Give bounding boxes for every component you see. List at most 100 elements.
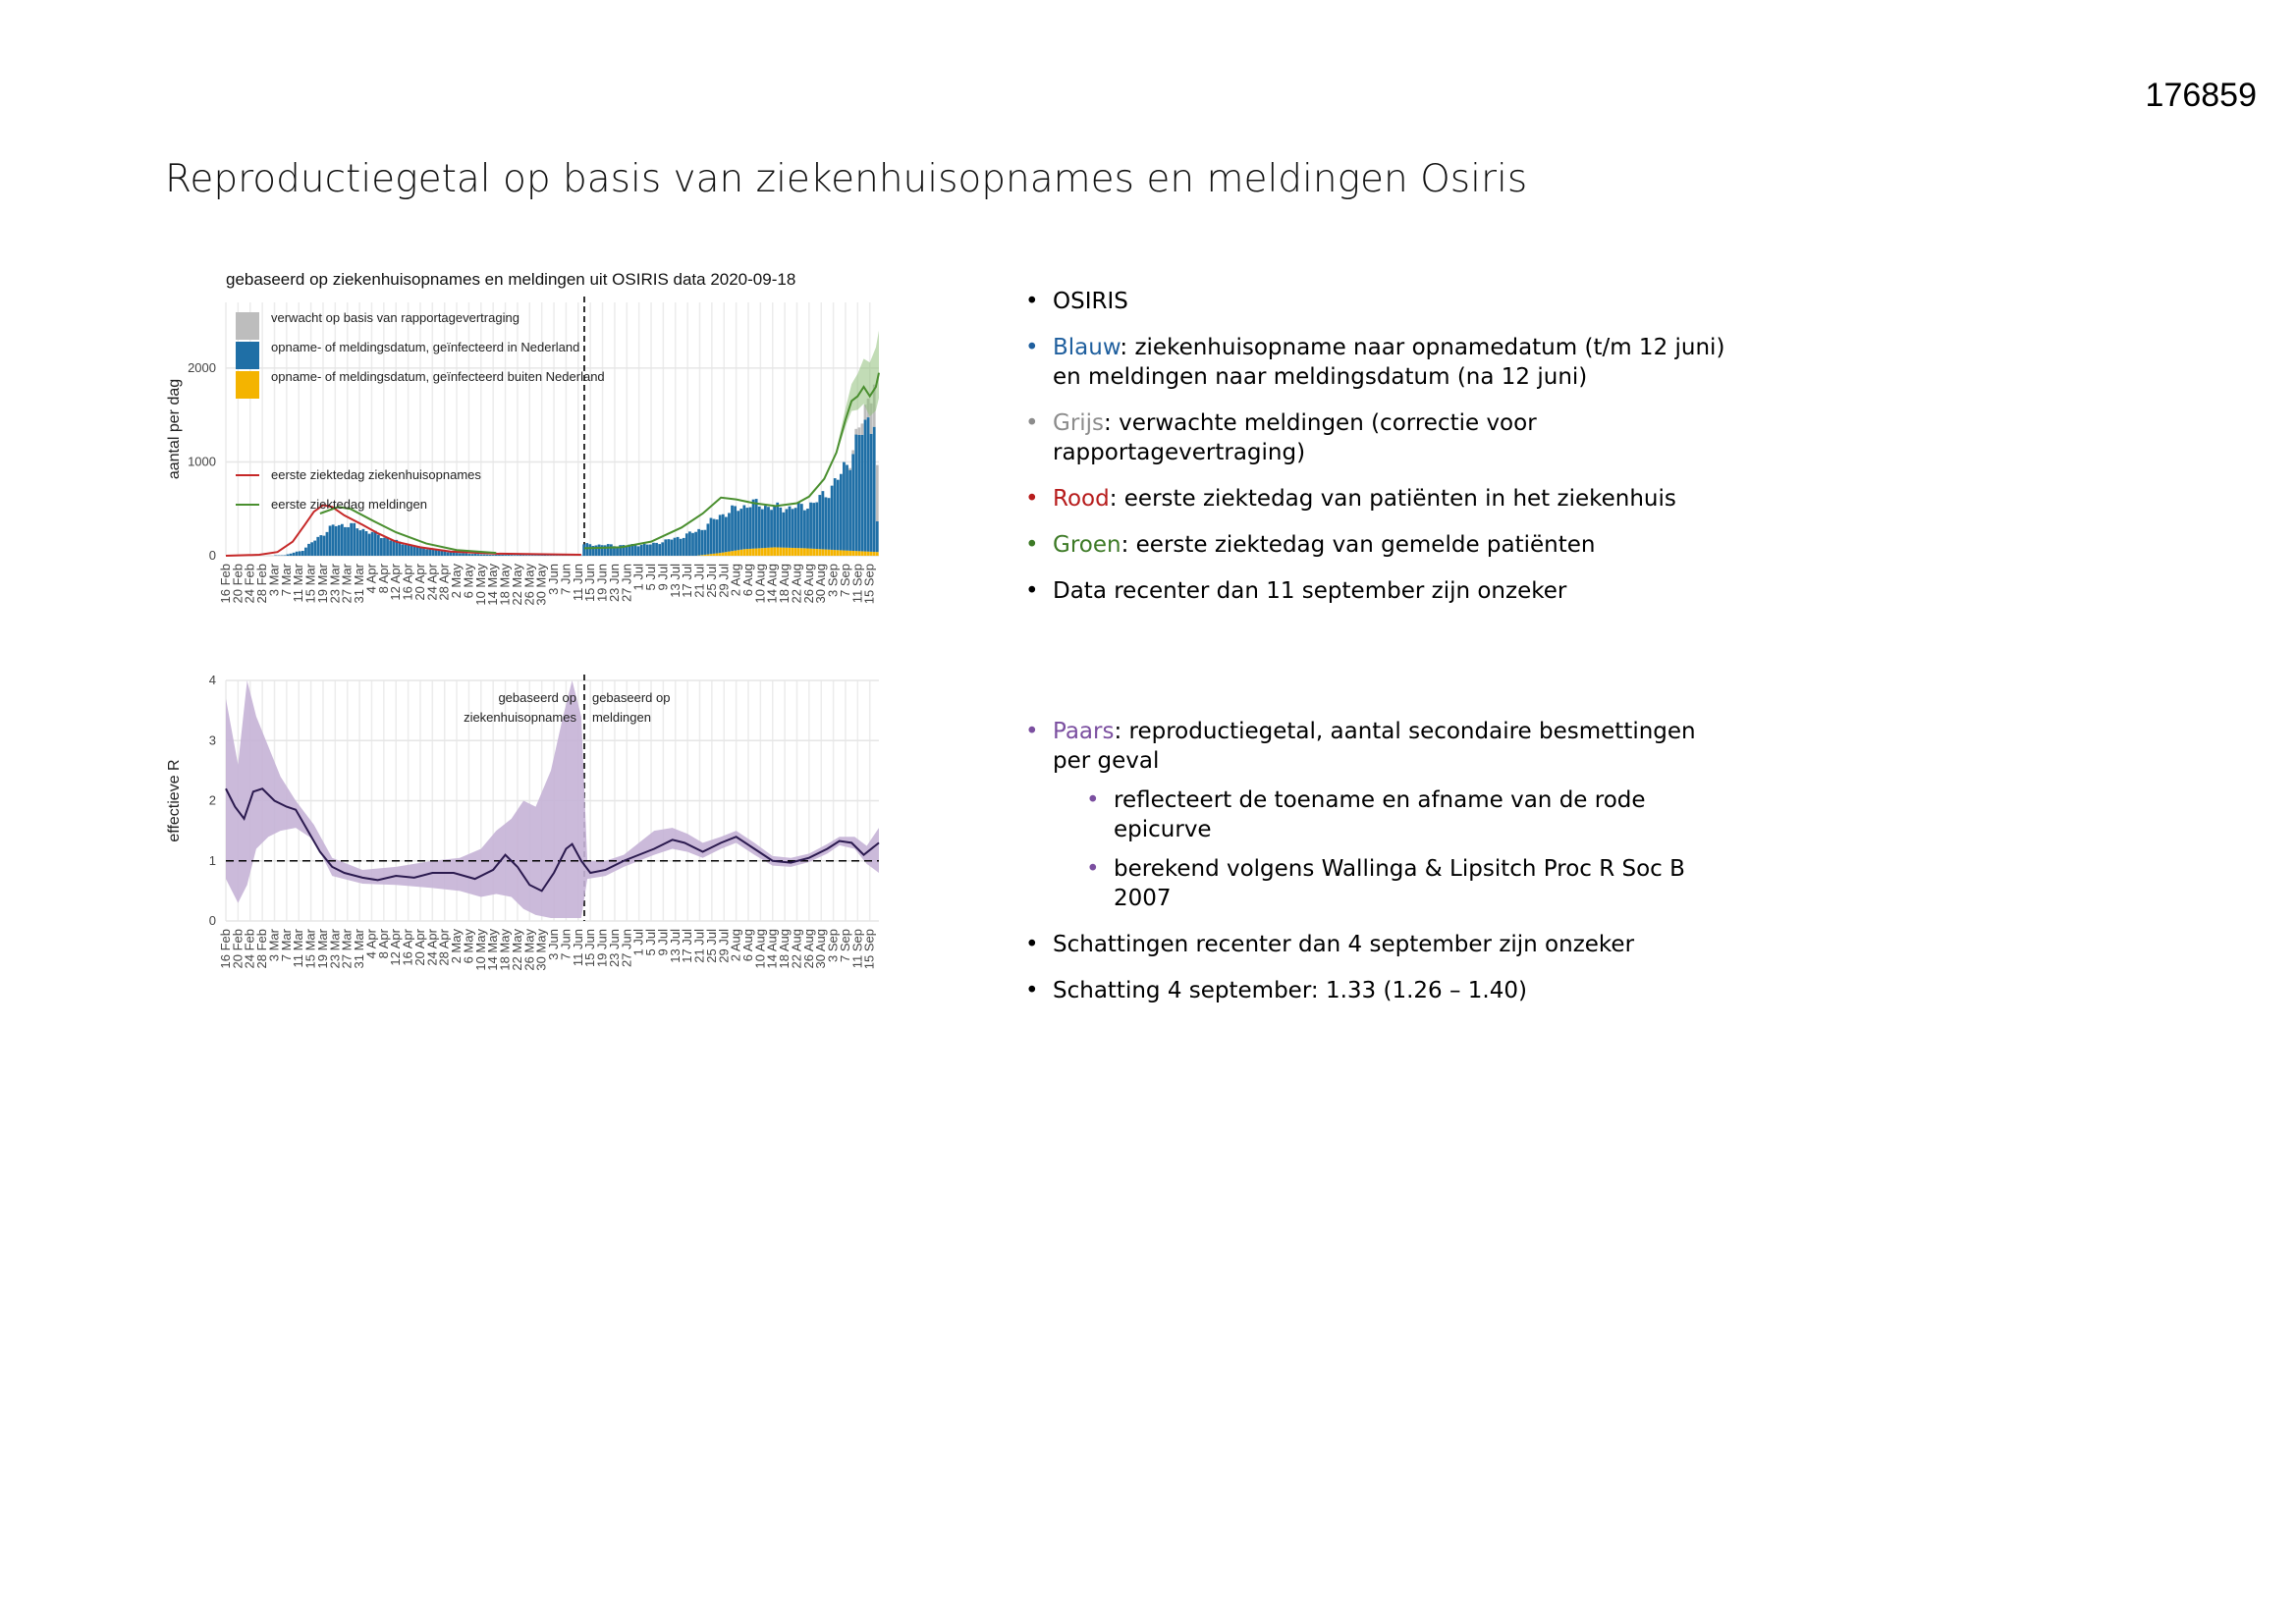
x-tick-label: 7 Mar bbox=[279, 928, 294, 961]
sub-bullet-item: reflecteert de toename en afname van de … bbox=[1082, 785, 1709, 844]
x-tick-label: 8 Apr bbox=[376, 563, 391, 593]
y-axis-label: aantal per dag bbox=[166, 379, 183, 479]
bar-netherlands bbox=[316, 536, 320, 556]
x-tick-label: 15 Sep bbox=[862, 564, 877, 604]
bullet-item: Grijs: verwachte meldingen (correctie vo… bbox=[1021, 408, 1728, 467]
bar-netherlands bbox=[594, 545, 598, 556]
bar-netherlands bbox=[682, 537, 685, 556]
bar-abroad bbox=[833, 550, 837, 556]
x-tick-label: 3 Mar bbox=[266, 928, 281, 961]
bar-netherlands bbox=[821, 491, 825, 550]
bar-netherlands bbox=[839, 473, 843, 551]
x-tick-label: 26 May bbox=[521, 564, 536, 606]
bar-netherlands bbox=[712, 518, 716, 554]
bar-netherlands bbox=[709, 517, 713, 555]
bar-abroad bbox=[821, 549, 825, 556]
x-tick-label: 6 Aug bbox=[740, 564, 755, 596]
x-tick-label: 5 Jul bbox=[643, 929, 658, 956]
bar-netherlands bbox=[812, 503, 816, 549]
bar-netherlands bbox=[645, 544, 649, 556]
bar-netherlands bbox=[703, 529, 707, 555]
bar-netherlands bbox=[796, 502, 800, 549]
bar-abroad bbox=[706, 554, 710, 556]
x-tick-label: 15 Mar bbox=[303, 928, 318, 968]
bar-expected bbox=[854, 428, 858, 435]
bar-netherlands bbox=[367, 533, 371, 556]
bar-netherlands bbox=[661, 542, 665, 556]
bullet-list-top: OSIRIS Blauw: ziekenhuisopname naar opnam… bbox=[1021, 287, 1728, 623]
red-line-first-sickday-hospital bbox=[225, 504, 581, 557]
bar-netherlands bbox=[437, 550, 441, 556]
bar-abroad bbox=[791, 547, 794, 556]
x-tick-label: 24 Feb bbox=[243, 564, 257, 603]
bar-abroad bbox=[737, 550, 740, 556]
x-tick-label: 27 Mar bbox=[340, 563, 355, 603]
bar-netherlands bbox=[613, 546, 616, 556]
x-tick-label: 30 Aug bbox=[813, 564, 828, 604]
bar-netherlands bbox=[440, 550, 444, 556]
bar-abroad bbox=[839, 550, 843, 556]
bar-netherlands bbox=[513, 555, 517, 556]
bar-netherlands bbox=[673, 537, 677, 556]
bar-netherlands bbox=[380, 538, 383, 556]
bar-abroad bbox=[866, 551, 870, 556]
bar-netherlands bbox=[731, 505, 734, 552]
x-tick-label: 30 Aug bbox=[813, 929, 828, 969]
bar-abroad bbox=[721, 552, 725, 556]
bar-abroad bbox=[815, 549, 819, 556]
bar-netherlands bbox=[793, 508, 797, 549]
bar-abroad bbox=[739, 549, 743, 556]
x-tick-label: 16 Apr bbox=[401, 928, 415, 965]
legend-label: opname- of meldingsdatum, geïnfecteerd i… bbox=[271, 340, 579, 354]
slide-title: Reproductiegetal op basis van ziekenhuis… bbox=[165, 157, 1528, 201]
bar-netherlands bbox=[347, 526, 350, 556]
sub-bullet-list: reflecteert de toename en afname van de … bbox=[1082, 785, 1709, 913]
bar-netherlands bbox=[757, 506, 761, 549]
bar-netherlands bbox=[776, 502, 780, 548]
bar-netherlands bbox=[866, 417, 870, 552]
bar-netherlands bbox=[319, 535, 323, 556]
x-tick-label: 31 Mar bbox=[352, 563, 366, 603]
bullet-text: OSIRIS bbox=[1053, 289, 1128, 314]
x-tick-label: 1 Jul bbox=[631, 564, 646, 591]
x-tick-label: 16 Feb bbox=[218, 564, 233, 603]
bar-netherlands bbox=[846, 464, 848, 551]
bar-netherlands bbox=[600, 545, 604, 556]
bar-netherlands bbox=[422, 548, 425, 556]
bar-netherlands bbox=[628, 544, 631, 556]
annotation-right: meldingen bbox=[592, 710, 651, 725]
bar-netherlands bbox=[310, 542, 313, 556]
x-tick-label: 10 Aug bbox=[752, 929, 767, 969]
x-tick-label: 3 Sep bbox=[826, 929, 841, 962]
bar-netherlands bbox=[425, 549, 428, 556]
bar-netherlands bbox=[491, 555, 495, 556]
x-tick-label: 3 Sep bbox=[826, 564, 841, 597]
bar-abroad bbox=[757, 548, 761, 556]
bar-netherlands bbox=[446, 552, 450, 556]
x-tick-label: 23 Mar bbox=[327, 563, 342, 603]
x-tick-label: 21 Jul bbox=[692, 929, 707, 963]
x-tick-label: 7 Mar bbox=[279, 563, 294, 596]
bullet-item: OSIRIS bbox=[1021, 287, 1728, 316]
x-tick-label: 22 Aug bbox=[789, 564, 803, 604]
bar-netherlands bbox=[498, 554, 501, 556]
bar-netherlands bbox=[633, 545, 637, 556]
bar-netherlands bbox=[304, 547, 307, 556]
x-tick-label: 22 May bbox=[510, 929, 524, 971]
bar-netherlands bbox=[688, 531, 691, 556]
bar-abroad bbox=[860, 551, 864, 556]
x-tick-label: 23 Jun bbox=[607, 564, 622, 602]
x-tick-label: 15 Jun bbox=[582, 564, 597, 602]
bar-netherlands bbox=[691, 532, 694, 556]
bar-abroad bbox=[827, 549, 831, 556]
x-tick-label: 14 May bbox=[485, 564, 500, 606]
bar-abroad bbox=[776, 547, 780, 556]
bar-abroad bbox=[760, 548, 764, 556]
bar-abroad bbox=[854, 551, 858, 556]
bullet-item: Paars: reproductiegetal, aantal secondai… bbox=[1021, 717, 1709, 913]
bar-netherlands bbox=[694, 531, 697, 556]
r-line bbox=[225, 787, 880, 893]
bar-netherlands bbox=[313, 540, 317, 556]
bar-abroad bbox=[773, 547, 777, 556]
bar-netherlands bbox=[869, 433, 873, 552]
